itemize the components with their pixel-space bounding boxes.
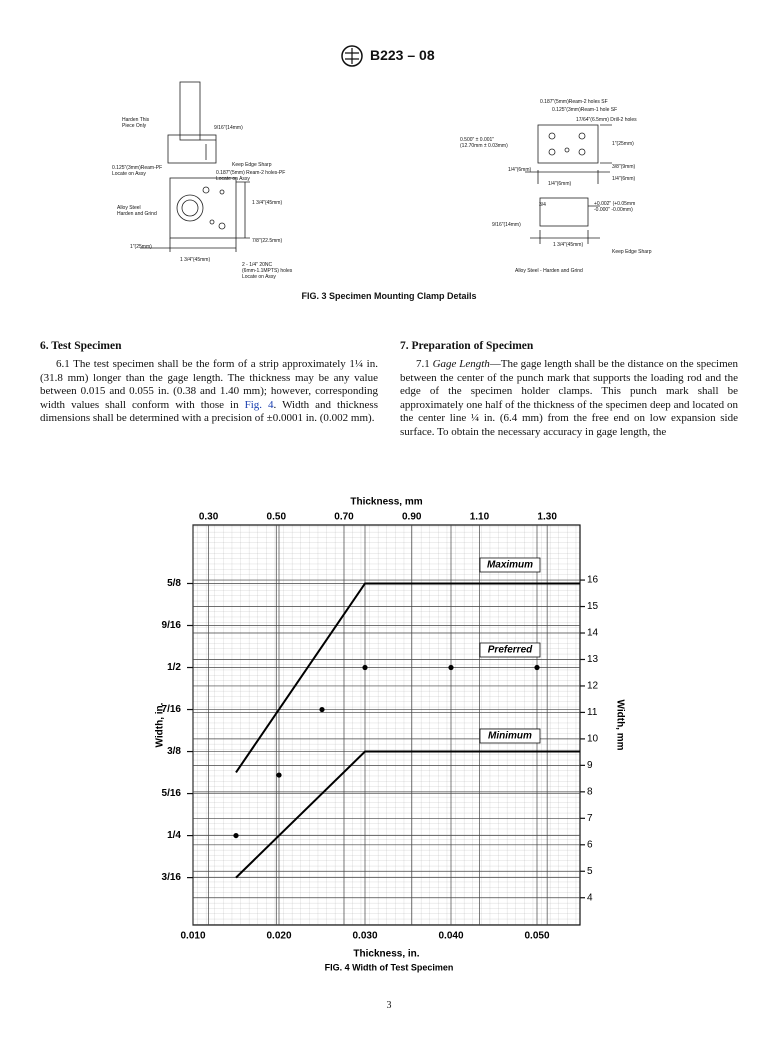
section-6: 6. Test Specimen 6.1 The test specimen s… (40, 340, 378, 426)
drawing-label: 1 3/4"(45mm) (252, 200, 283, 206)
figure-caption: FIG. 4 Width of Test Specimen (325, 962, 454, 972)
data-point (362, 664, 368, 671)
x-axis-title: Thickness, in. (353, 949, 419, 960)
y2-axis-title: Width, mm (614, 699, 625, 750)
y2-tick-label: 14 (587, 628, 599, 639)
x-tick-label: 0.90 (402, 512, 422, 523)
y2-tick-label: 11 (587, 707, 598, 718)
y-tick-label: 7/16 (162, 704, 182, 715)
x-tick-label: 0.70 (334, 512, 354, 523)
data-point (448, 664, 454, 671)
y-tick-label: 3/8 (167, 746, 181, 757)
x-tick-label: 0.050 (524, 931, 549, 942)
y2-tick-label: 10 (587, 734, 599, 745)
y-tick-label: 5/8 (167, 578, 181, 589)
drawing-label: Keep Edge Sharp (232, 162, 272, 168)
series-line (235, 582, 580, 773)
x-tick-label: 1.30 (537, 512, 557, 523)
series-label-box (479, 642, 541, 658)
y2-tick-label: 5 (587, 866, 593, 877)
designation: B223 – 08 (370, 47, 435, 63)
data-point (276, 772, 282, 778)
drawing-label: 1/4"(6mm) (612, 176, 636, 182)
x2-axis-title: Thickness, mm (350, 497, 422, 508)
clause-number: 6.1 (56, 358, 70, 370)
series-label-box (479, 557, 541, 573)
x-tick-label: 0.010 (180, 931, 205, 942)
drawing-label: 0.125"(3mm)Ream-1 hole SF (552, 107, 618, 113)
section-heading: 6. Test Specimen (40, 340, 122, 352)
fig3-caption: FIG. 3 Specimen Mounting Clamp Details (301, 291, 477, 301)
section-7: 7. Preparation of Specimen 7.1 Gage Leng… (400, 340, 738, 440)
drawing-label: 0.187"(5mm) Ream-2 holes-PF Locate on As… (216, 170, 286, 182)
drawing-label: 0.125"(3mm)Ream-PF Locate on Assy (112, 165, 163, 177)
page-number: 3 (386, 1000, 392, 1011)
drawing-label: 7/8"(22.5mm) (252, 238, 283, 244)
x-tick-label: 0.30 (199, 512, 219, 523)
y2-tick-label: 15 (587, 601, 599, 612)
y-tick-label: 5/16 (162, 788, 182, 799)
y2-tick-label: 4 (587, 892, 593, 903)
y2-tick-label: 8 (587, 786, 593, 797)
drawing-label: 1"(25mm) (130, 244, 152, 250)
text: The test specimen shall be the form of a… (40, 358, 378, 411)
fig4-chart: 0.010 0.020 0.030 0.040 0.050 0.30 0.50 0.70 0.9… (155, 497, 626, 973)
drawing-label: 1"(25mm) (612, 141, 634, 147)
series-label: Preferred (488, 645, 533, 656)
y2-tick-label: 12 (587, 681, 599, 692)
paragraph: 6.1 The test specimen shall be the form … (40, 358, 378, 426)
y-tick-label: 9/16 (162, 620, 182, 631)
drawing-label: 1/4"(6mm) (508, 167, 532, 173)
y2-tick-label: 9 (587, 760, 593, 771)
astm-logo (341, 45, 363, 67)
plot-area (192, 524, 581, 926)
clause-number: 7.1 (416, 358, 430, 370)
section-heading: 7. Preparation of Specimen (400, 340, 534, 352)
y-tick-label: 3/16 (162, 872, 182, 883)
drawing-label: 9/16"(14mm) (492, 222, 521, 228)
drawing-label: 1/4"(6mm) (548, 181, 572, 187)
drawing-label: Keep Edge Sharp (612, 249, 652, 255)
drawing-label: 0.187"(5mm)Ream-2 holes SF (540, 99, 608, 105)
y2-tick-label: 13 (587, 654, 599, 665)
x-tick-label: 0.020 (266, 931, 291, 942)
drawing-label: +0.002" (+0.05mm -0.000" -0.00mm) (594, 201, 636, 213)
drawing-label: 3/4 (539, 202, 546, 208)
y2-tick-label: 6 (587, 839, 593, 850)
y2-tick-label: 16 (587, 575, 599, 586)
drawing-label: Alloy Steel Harden and Grind (117, 205, 157, 217)
drawing-label: 1 3/4"(45mm) (553, 242, 584, 248)
data-point (534, 664, 540, 671)
drawing-label: Alloy Steel - Harden and Grind (515, 268, 583, 274)
x-tick-label: 0.030 (352, 931, 377, 942)
drawing-label: 1 3/4"(45mm) (180, 257, 211, 263)
x-tick-label: 1.10 (470, 512, 490, 523)
figure-link[interactable]: Fig. 4 (244, 398, 274, 411)
text: . Width and thickness dimensions shall b… (40, 398, 378, 425)
data-point (233, 832, 239, 839)
drawing-label: 17/64"(6.5mm) Drill-2 holes (576, 117, 637, 123)
y-tick-label: 1/2 (167, 662, 181, 673)
y-axis-title: Width, in. (155, 702, 166, 747)
x-tick-label: 0.50 (267, 512, 287, 523)
y2-tick-label: 7 (587, 813, 593, 824)
series-label: Maximum (487, 560, 533, 571)
drawing-label: 3/8"(9mm) (612, 164, 636, 170)
drawing-label: 2 - 1/4" 20NC (6mm-1.1MPTS) holes Locate… (242, 262, 293, 280)
text: —The gage length shall be the distance o… (400, 358, 739, 438)
y-tick-label: 1/4 (167, 830, 181, 841)
series-label: Minimum (488, 731, 532, 742)
series-line (235, 750, 580, 879)
drawing-label: 0.500" ± 0.001" (12.70mm ± 0.03mm) (460, 137, 508, 149)
fig3-drawing (140, 81, 612, 252)
x-tick-label: 0.040 (438, 931, 463, 942)
series-label-box (479, 728, 541, 744)
data-point (319, 706, 325, 713)
term: Gage Length (432, 358, 490, 370)
drawing-label: 9/16"(14mm) (214, 125, 243, 131)
paragraph: 7.1 Gage Length—The gage length shall be… (400, 358, 738, 440)
drawing-label: Harden This Piece Only (122, 117, 150, 129)
